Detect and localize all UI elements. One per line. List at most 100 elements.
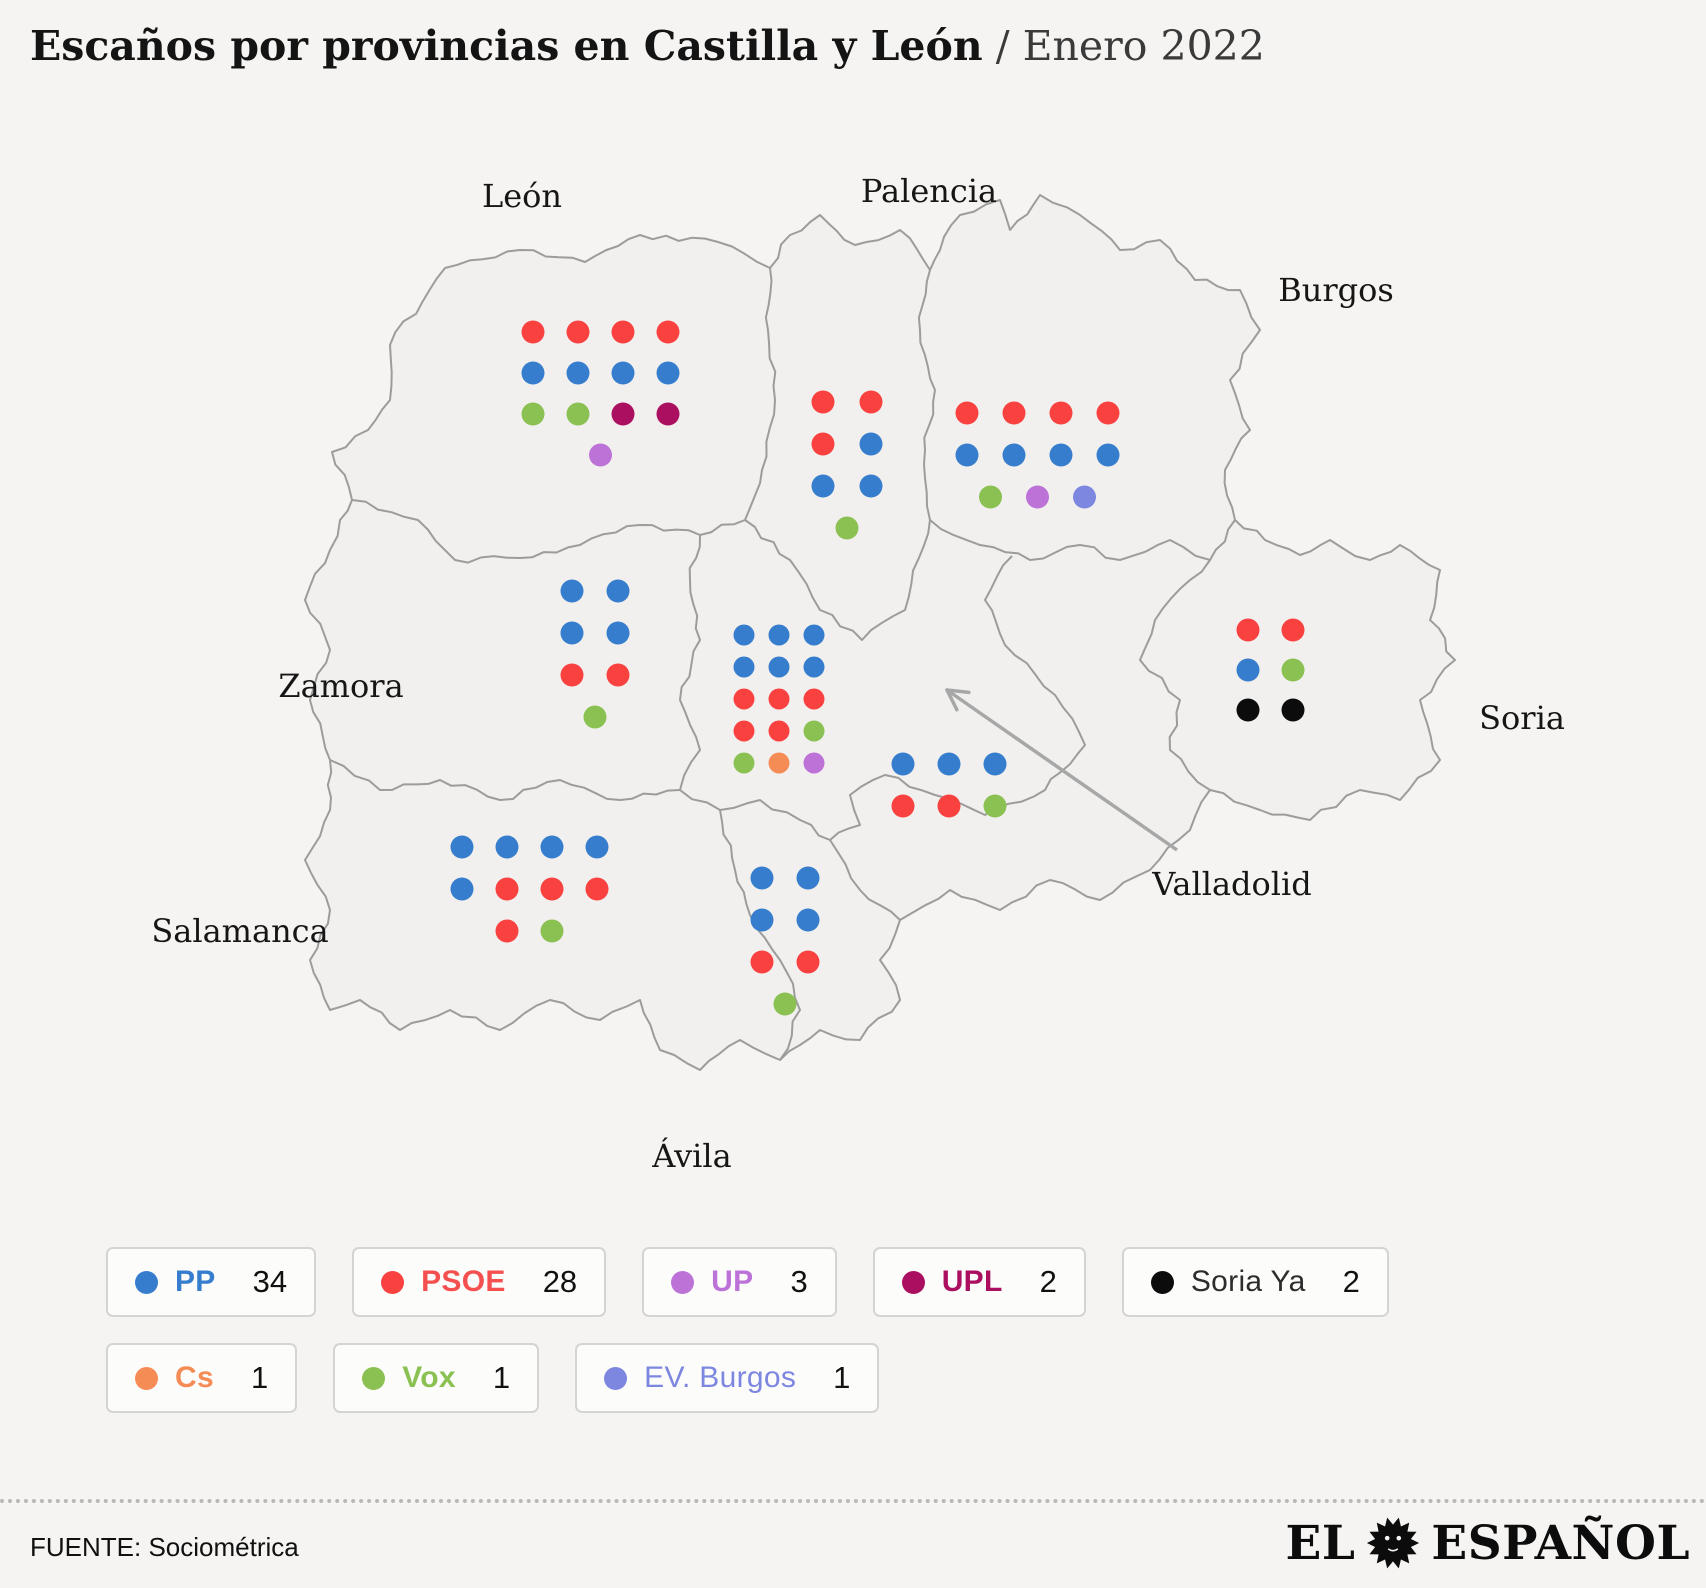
legend-item-upl: UPL 2 bbox=[872, 1247, 1086, 1317]
arrow-line bbox=[946, 688, 1178, 852]
seat-dot-upl bbox=[611, 402, 635, 426]
legend-seat-count: 1 bbox=[492, 1360, 511, 1395]
seat-dot-pp bbox=[750, 908, 774, 932]
seat-dot-soriaya bbox=[1281, 698, 1305, 722]
arrow-head bbox=[945, 688, 959, 712]
seat-dot-pp bbox=[656, 361, 680, 385]
legend-seat-count: 34 bbox=[252, 1264, 288, 1299]
province-border bbox=[351, 499, 746, 564]
province-label-zamora: Zamora bbox=[278, 667, 404, 705]
seat-dot-vox bbox=[583, 705, 607, 729]
seat-dot-pp bbox=[450, 835, 474, 859]
seat-cluster-soria bbox=[1236, 618, 1305, 722]
province-border bbox=[679, 534, 701, 791]
province-label-palencia: Palencia bbox=[860, 172, 998, 210]
seat-dot-pp bbox=[983, 752, 1007, 776]
seat-dot-vox bbox=[803, 720, 825, 742]
province-border bbox=[719, 809, 801, 1061]
legend: PP 34 PSOE 28 UP 3 UPL 2 Soria Ya 2 Cs 1 Vox 1 EV. Bur… bbox=[106, 1247, 1389, 1439]
seat-dot-pp bbox=[796, 908, 820, 932]
seat-dot-vox bbox=[979, 485, 1002, 509]
seat-dot-pp bbox=[450, 877, 474, 901]
seat-cluster-segovia bbox=[891, 752, 1007, 818]
province-border bbox=[679, 789, 831, 841]
seat-dot-psoe bbox=[1281, 618, 1305, 642]
seat-dot-upl bbox=[656, 402, 680, 426]
seat-cluster-avila bbox=[750, 866, 820, 1016]
seat-dot-psoe bbox=[1002, 401, 1026, 425]
footer-divider bbox=[0, 1499, 1706, 1503]
legend-seat-count: 1 bbox=[833, 1360, 851, 1395]
seat-dot-pp bbox=[859, 432, 883, 456]
seat-dot-pp bbox=[540, 835, 564, 859]
legend-party-name: EV. Burgos bbox=[644, 1361, 797, 1394]
seat-dot-pp bbox=[566, 361, 590, 385]
seat-dot-psoe bbox=[750, 950, 774, 974]
seat-dot-cs bbox=[768, 752, 790, 774]
seat-dot-vox bbox=[521, 402, 545, 426]
seat-dot-psoe bbox=[566, 320, 590, 344]
legend-item-up: UP 3 bbox=[642, 1247, 837, 1317]
legend-seat-count: 2 bbox=[1039, 1264, 1057, 1299]
province-label-valladolid: Valladolid bbox=[1152, 865, 1312, 903]
seat-cluster-valladolid bbox=[733, 624, 825, 774]
title-subtitle: / Enero 2022 bbox=[995, 22, 1265, 70]
province-border bbox=[829, 555, 1086, 841]
seat-dot-pp bbox=[768, 656, 790, 678]
province-label-soria: Soria bbox=[1479, 699, 1565, 737]
seat-dot-psoe bbox=[521, 320, 545, 344]
seat-dot-pp bbox=[606, 621, 630, 645]
province-label-burgos: Burgos bbox=[1278, 271, 1394, 309]
seat-dot-psoe bbox=[891, 794, 915, 818]
province-border bbox=[829, 839, 901, 921]
legend-row: PP 34 PSOE 28 UP 3 UPL 2 Soria Ya 2 bbox=[106, 1247, 1389, 1317]
seat-dot-psoe bbox=[1236, 618, 1260, 642]
seat-dot-up bbox=[1026, 485, 1049, 509]
seat-dot-vox bbox=[540, 919, 564, 943]
seat-dot-pp bbox=[606, 579, 630, 603]
seat-dot-pp bbox=[560, 621, 584, 645]
legend-item-soriaya: Soria Ya 2 bbox=[1121, 1247, 1389, 1317]
seat-dot-up bbox=[589, 443, 612, 467]
seat-dot-vox bbox=[983, 794, 1007, 818]
seat-dot-vox bbox=[773, 992, 797, 1016]
legend-party-name: UP bbox=[711, 1265, 754, 1298]
seat-dot-evburgos bbox=[1073, 485, 1096, 509]
seat-dot-psoe bbox=[1096, 401, 1120, 425]
legend-item-evburgos: EV. Burgos 1 bbox=[575, 1343, 880, 1413]
valladolid-arrow bbox=[945, 688, 1178, 852]
arrow-head bbox=[945, 688, 971, 695]
seat-dot-pp bbox=[495, 835, 519, 859]
seat-dot-pp bbox=[560, 579, 584, 603]
seat-dot-pp bbox=[1096, 443, 1120, 467]
province-border bbox=[329, 759, 681, 801]
seat-dot-psoe bbox=[811, 390, 835, 414]
province-label-leon: León bbox=[481, 177, 563, 215]
legend-dot-evburgos bbox=[604, 1366, 628, 1390]
province-label-salamanca: Salamanca bbox=[151, 912, 329, 950]
legend-item-cs: Cs 1 bbox=[106, 1343, 298, 1413]
seat-dot-pp bbox=[1236, 658, 1260, 682]
seat-cluster-leon bbox=[521, 320, 680, 467]
seat-dot-pp bbox=[733, 656, 755, 678]
seat-dot-pp bbox=[611, 361, 635, 385]
seat-dot-pp bbox=[1002, 443, 1026, 467]
legend-dot-cs bbox=[135, 1366, 158, 1390]
legend-seat-count: 28 bbox=[542, 1264, 578, 1299]
seat-dot-psoe bbox=[606, 663, 630, 687]
seat-dot-pp bbox=[811, 474, 835, 498]
seat-dot-up bbox=[803, 752, 825, 774]
seat-dot-pp bbox=[733, 624, 755, 646]
seat-cluster-burgos bbox=[955, 401, 1120, 509]
brand-espanol: ESPAÑOL bbox=[1431, 1515, 1690, 1571]
legend-seat-count: 1 bbox=[250, 1360, 269, 1395]
seat-dot-psoe bbox=[733, 688, 755, 710]
seat-dot-psoe bbox=[937, 794, 961, 818]
legend-dot-up bbox=[671, 1270, 695, 1294]
seat-dot-pp bbox=[585, 835, 609, 859]
seat-dot-pp bbox=[768, 624, 790, 646]
lion-icon bbox=[1367, 1517, 1420, 1569]
legend-dot-psoe bbox=[381, 1270, 405, 1294]
legend-party-name: UPL bbox=[941, 1265, 1003, 1298]
